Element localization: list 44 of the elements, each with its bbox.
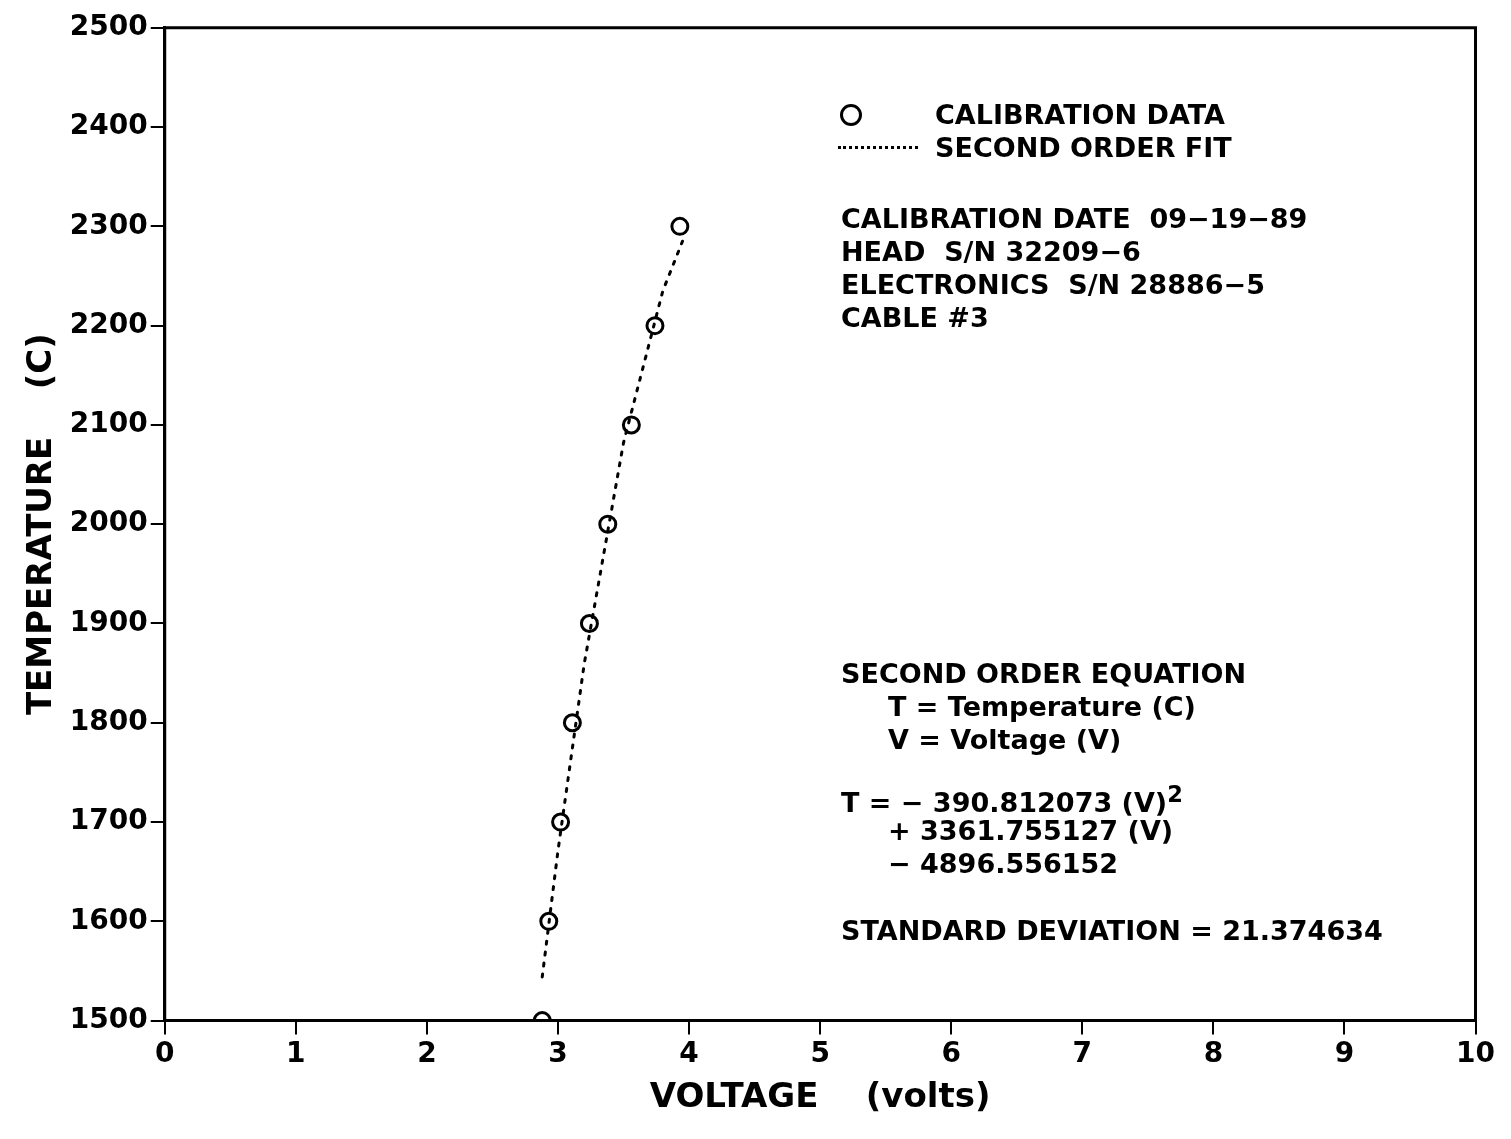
point: [670, 216, 690, 236]
point: [598, 514, 618, 534]
annotation: T = Temperature (C): [887, 691, 1196, 723]
text: CALIBRATION DATA: [935, 99, 1225, 130]
y-tick-label: 1800: [69, 704, 148, 738]
x-tick-label: 3: [548, 1035, 568, 1069]
annotation: V = Voltage (V): [887, 724, 1122, 756]
x-axis-title: VOLTAGE (volts): [649, 1075, 991, 1116]
point: [562, 713, 582, 733]
y-tick-label: 2200: [69, 306, 148, 340]
y-tick-label: 2100: [69, 406, 148, 440]
annotation: SECOND ORDER EQUATION: [841, 658, 1247, 690]
x-tick-label: 9: [1334, 1035, 1355, 1069]
x-tick-label: 10: [1456, 1035, 1495, 1069]
legend-label: SECOND ORDER FIT: [935, 132, 1232, 163]
y-axis-title: TEMPERATURE (C): [19, 333, 60, 716]
point: [621, 415, 641, 435]
y-tick-label: 1500: [69, 1001, 148, 1035]
x-tick-label: 6: [941, 1035, 961, 1069]
x-tick-label: 0: [154, 1035, 175, 1069]
point: [551, 812, 571, 832]
annotation: CABLE #3: [841, 302, 989, 334]
annotation: STANDARD DEVIATION = 21.374634: [841, 915, 1383, 947]
y-tick-label: 1900: [69, 604, 148, 638]
y-tick-label: 1700: [69, 803, 148, 837]
y-tick-label: 2300: [69, 207, 148, 241]
annotation: − 4896.556152: [887, 848, 1119, 880]
line-series: [540, 239, 684, 979]
x-tick-label: 8: [1203, 1035, 1224, 1069]
y-tick-label: 1600: [69, 902, 148, 936]
y-tick-label: 2000: [69, 505, 148, 539]
point: [579, 613, 599, 633]
x-tick-label: 5: [810, 1035, 830, 1069]
x-tick-label: 2: [417, 1035, 437, 1069]
annotation: CALIBRATION DATE 09−19−89: [841, 203, 1308, 235]
annotation: HEAD S/N 32209−6: [841, 236, 1141, 268]
x-tick-label: 4: [679, 1035, 699, 1069]
x-tick-label: 1: [286, 1035, 306, 1069]
point: [539, 911, 559, 931]
y-tick-label: 2500: [69, 9, 148, 43]
annotation: ELECTRONICS S/N 28886−5: [841, 269, 1265, 301]
x-tick-label: 7: [1072, 1035, 1093, 1069]
y-tick-label: 2400: [69, 108, 148, 142]
point: [645, 316, 665, 336]
